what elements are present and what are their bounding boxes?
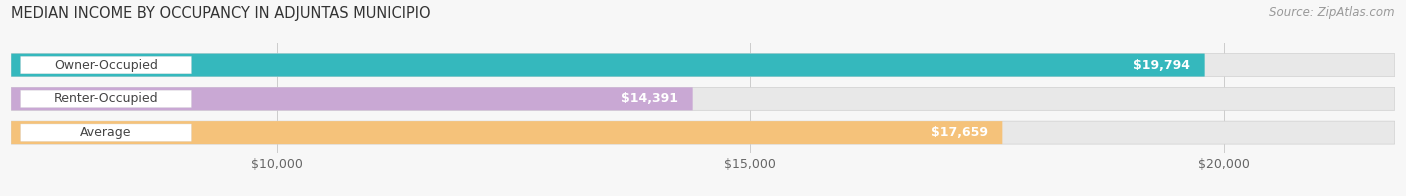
Text: $14,391: $14,391: [621, 92, 679, 105]
FancyBboxPatch shape: [11, 54, 1205, 77]
Text: Source: ZipAtlas.com: Source: ZipAtlas.com: [1270, 6, 1395, 19]
FancyBboxPatch shape: [11, 87, 1395, 110]
Text: Owner-Occupied: Owner-Occupied: [53, 59, 157, 72]
FancyBboxPatch shape: [11, 87, 693, 110]
Text: Renter-Occupied: Renter-Occupied: [53, 92, 159, 105]
FancyBboxPatch shape: [11, 121, 1395, 144]
Text: $19,794: $19,794: [1133, 59, 1191, 72]
Text: $17,659: $17,659: [931, 126, 988, 139]
Text: MEDIAN INCOME BY OCCUPANCY IN ADJUNTAS MUNICIPIO: MEDIAN INCOME BY OCCUPANCY IN ADJUNTAS M…: [11, 6, 430, 21]
FancyBboxPatch shape: [21, 90, 191, 107]
Text: Average: Average: [80, 126, 132, 139]
FancyBboxPatch shape: [11, 121, 1002, 144]
FancyBboxPatch shape: [21, 124, 191, 141]
FancyBboxPatch shape: [11, 54, 1395, 77]
FancyBboxPatch shape: [21, 56, 191, 74]
